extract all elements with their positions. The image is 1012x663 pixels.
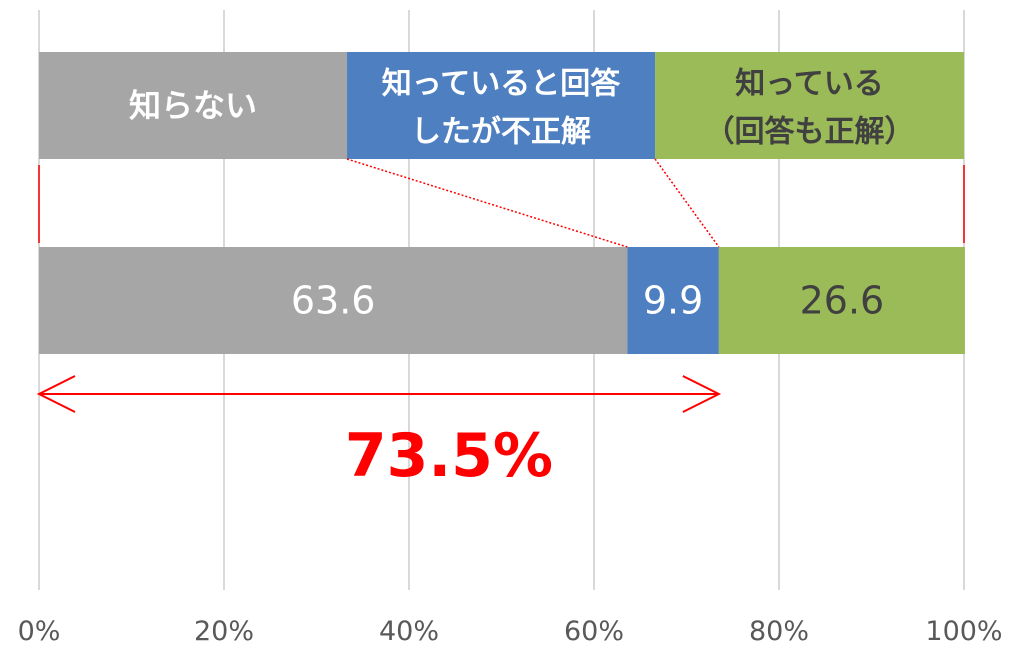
segment-label: 知っていると回答 xyxy=(382,67,621,102)
x-axis-ticks: 0% 20% 40% 60% 80% 100% xyxy=(18,616,1003,647)
bar-segment xyxy=(39,247,628,354)
arrow-head-right xyxy=(682,375,722,413)
segment-label: したが不正解 xyxy=(411,115,591,150)
bar-segment xyxy=(39,52,348,159)
arrow-head-left xyxy=(36,375,76,413)
bar-segment xyxy=(655,52,964,159)
connector-line xyxy=(654,158,720,248)
x-tick-label: 40% xyxy=(379,616,439,647)
x-tick-label: 100% xyxy=(925,616,1002,647)
connector-lines xyxy=(38,158,965,248)
x-tick-label: 20% xyxy=(194,616,254,647)
data-label: 9.9 xyxy=(643,279,703,323)
segment-label: （回答も正解） xyxy=(705,115,915,150)
annotation-label: 73.5% xyxy=(345,421,553,491)
bar-segment xyxy=(627,247,719,354)
bar-segment xyxy=(347,52,656,159)
connector-line xyxy=(346,158,628,248)
segment-label: 知らない xyxy=(129,87,257,125)
x-tick-label: 80% xyxy=(749,616,809,647)
data-label: 63.6 xyxy=(291,279,376,323)
segment-label: 知っている xyxy=(735,67,884,102)
bar-segment xyxy=(718,247,965,354)
data-label: 26.6 xyxy=(800,279,885,323)
annotation-group: 73.5% xyxy=(36,375,722,491)
x-tick-label: 0% xyxy=(18,616,61,647)
x-tick-label: 60% xyxy=(564,616,624,647)
